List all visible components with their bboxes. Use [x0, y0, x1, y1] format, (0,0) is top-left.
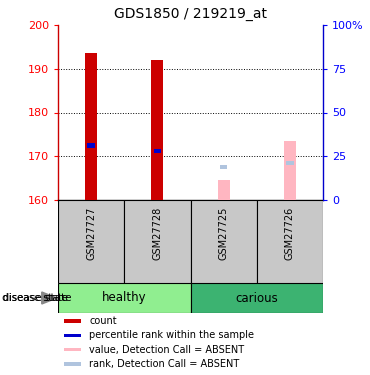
Text: GSM27726: GSM27726 — [285, 207, 295, 260]
Text: healthy: healthy — [102, 291, 147, 304]
Bar — [64, 348, 81, 351]
Bar — [284, 141, 296, 200]
Bar — [257, 200, 323, 283]
Bar — [64, 320, 81, 323]
Bar — [64, 362, 81, 366]
Bar — [191, 283, 323, 313]
Bar — [64, 334, 81, 337]
Text: disease state: disease state — [2, 293, 71, 303]
Bar — [124, 200, 191, 283]
Title: GDS1850 / 219219_at: GDS1850 / 219219_at — [114, 7, 267, 21]
Text: GSM27725: GSM27725 — [219, 207, 229, 260]
Text: count: count — [89, 316, 117, 326]
Bar — [85, 54, 97, 200]
Text: GSM27727: GSM27727 — [86, 207, 96, 260]
Polygon shape — [42, 292, 57, 304]
Bar — [191, 200, 257, 283]
Bar — [220, 165, 227, 170]
Text: rank, Detection Call = ABSENT: rank, Detection Call = ABSENT — [89, 359, 239, 369]
Text: GSM27728: GSM27728 — [152, 207, 162, 260]
Text: value, Detection Call = ABSENT: value, Detection Call = ABSENT — [89, 345, 244, 355]
Text: carious: carious — [235, 291, 278, 304]
Bar — [87, 143, 95, 147]
Bar — [151, 60, 163, 200]
Text: percentile rank within the sample: percentile rank within the sample — [89, 330, 254, 340]
Bar — [58, 200, 124, 283]
Text: disease state: disease state — [3, 293, 68, 303]
Bar — [58, 283, 191, 313]
Bar — [218, 180, 230, 200]
Bar — [286, 160, 293, 165]
Bar — [154, 149, 161, 153]
